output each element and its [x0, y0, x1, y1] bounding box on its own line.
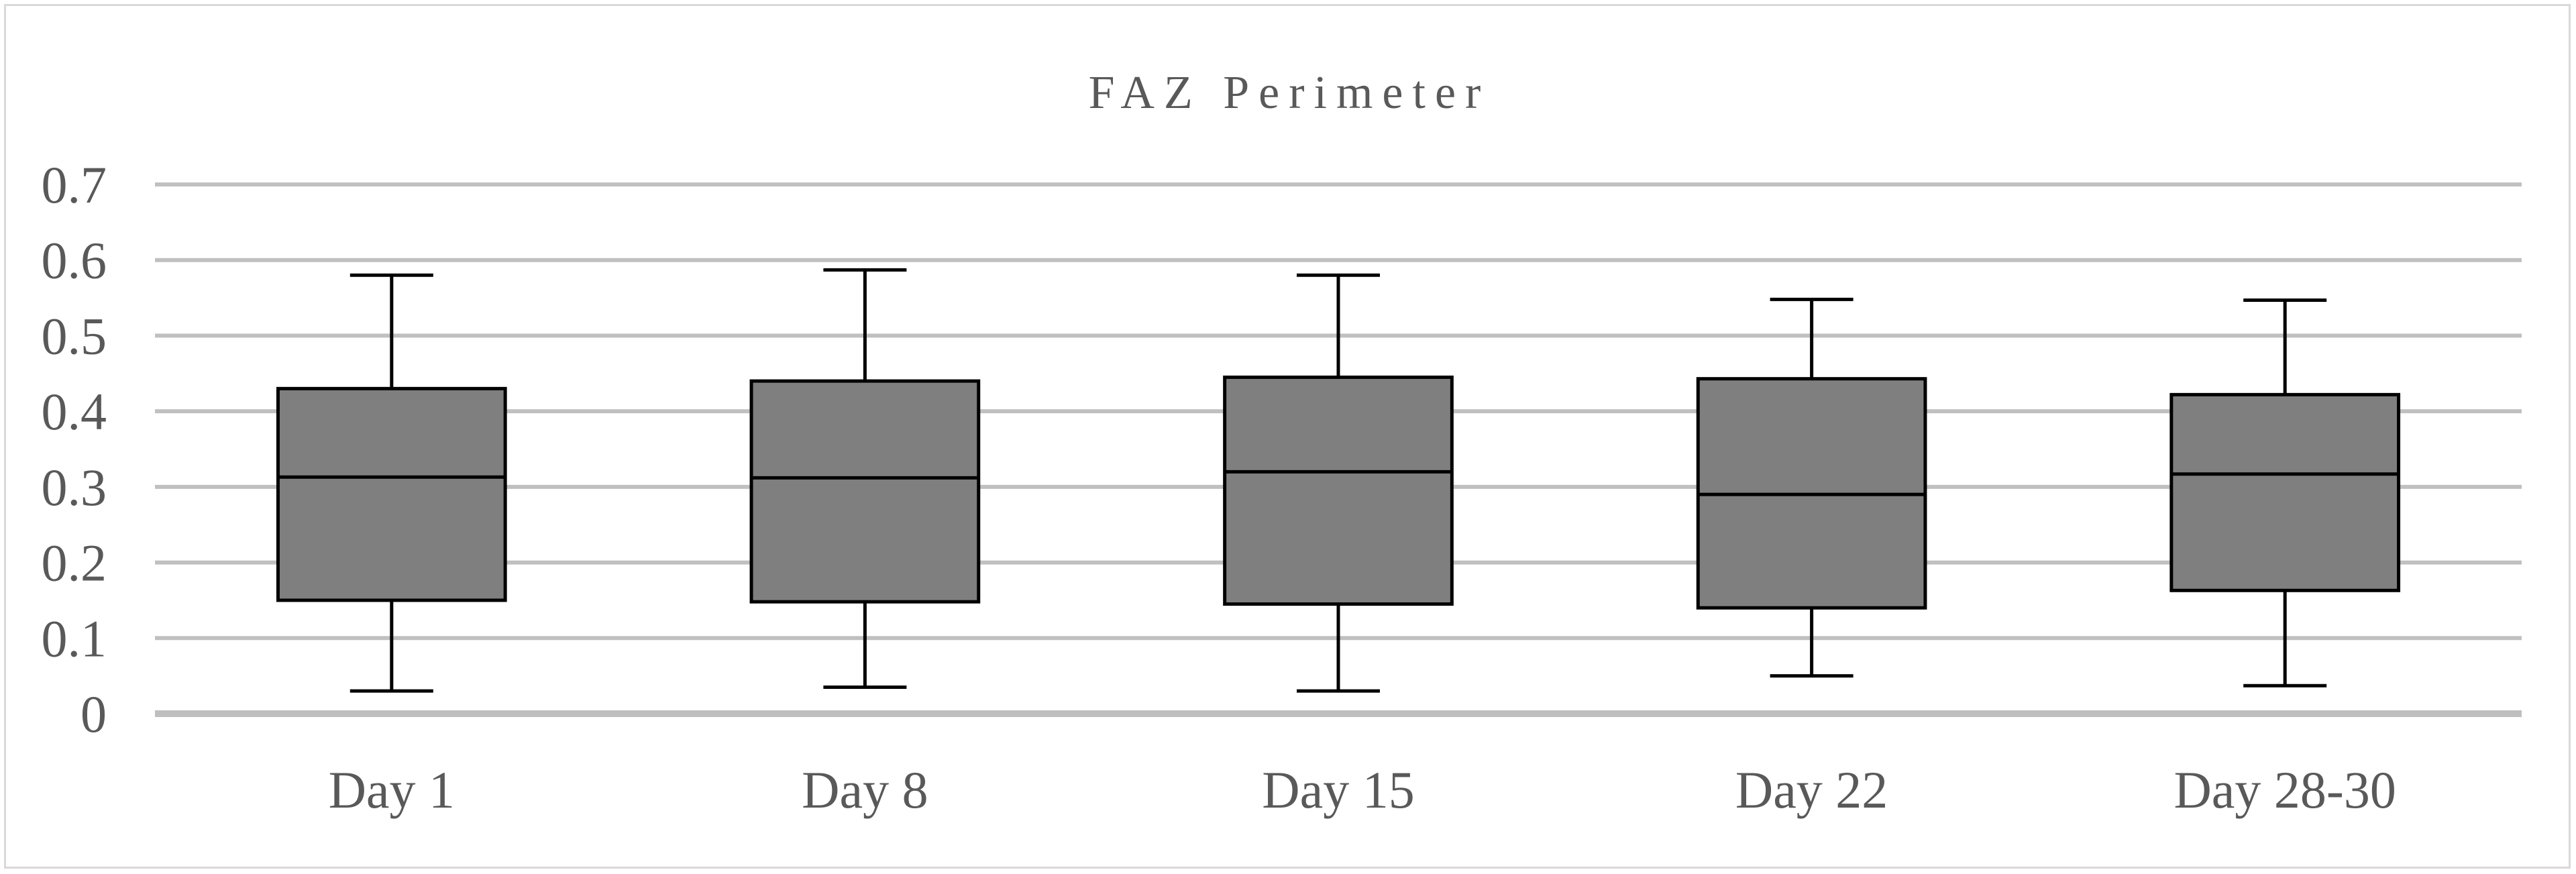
y-tick-label: 0.6 [42, 231, 107, 290]
chart-frame: FAZ Perimeter 0 0.1 0.2 0.3 0.4 0.5 0.6 0.7 Day… [4, 4, 2571, 869]
box-rect [276, 386, 507, 602]
x-axis-tick-labels: Day 1 Day 8 Day 15 Day 22 Day 28-30 [329, 761, 2396, 819]
box-rect [1223, 375, 1454, 606]
y-tick-label: 0.1 [42, 609, 107, 667]
y-axis-tick-labels: 0 0.1 0.2 0.3 0.4 0.5 0.6 0.7 [42, 156, 107, 743]
x-tick-label: Day 28-30 [2174, 761, 2396, 819]
x-tick-label: Day 15 [1262, 761, 1414, 819]
x-tick-label: Day 22 [1735, 761, 1888, 819]
y-tick-label: 0 [80, 685, 107, 743]
chart-title: FAZ Perimeter [1089, 67, 1491, 119]
box-5 [2169, 298, 2401, 688]
x-tick-label: Day 1 [329, 761, 455, 819]
box-2 [749, 268, 981, 690]
box-plot-chart: FAZ Perimeter 0 0.1 0.2 0.3 0.4 0.5 0.6 0.7 Day… [42, 67, 2522, 819]
y-tick-label: 0.5 [42, 307, 107, 365]
box-4 [1696, 297, 1927, 678]
boxes [276, 268, 2401, 693]
y-tick-label: 0.7 [42, 156, 107, 214]
box-rect [2169, 392, 2401, 592]
box-1 [276, 273, 507, 693]
y-tick-label: 0.2 [42, 534, 107, 592]
box-rect [749, 379, 981, 604]
y-tick-label: 0.3 [42, 458, 107, 516]
y-tick-label: 0.4 [42, 382, 107, 441]
x-tick-label: Day 8 [802, 761, 928, 819]
box-3 [1223, 273, 1454, 693]
